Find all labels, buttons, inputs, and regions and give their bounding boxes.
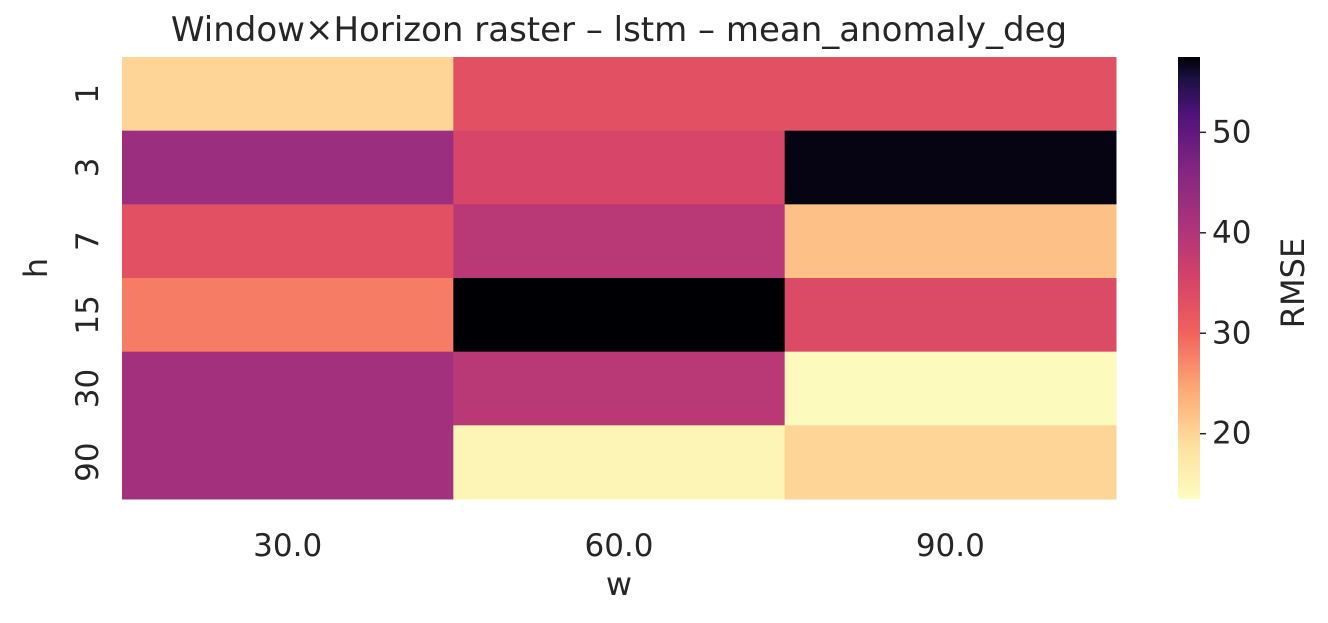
heatmap-cell <box>784 278 1117 353</box>
colorbar-tick-label: 40 <box>1212 215 1251 251</box>
colorbar-tick-label: 20 <box>1212 416 1251 452</box>
heatmap-cell <box>122 278 454 353</box>
heatmap-cell <box>784 204 1117 279</box>
heatmap-cell <box>453 278 786 353</box>
heatmap-cell <box>122 425 454 500</box>
heatmap-cell <box>453 351 786 426</box>
heatmap-cell <box>453 57 786 132</box>
colorbar-ticks: 20 30 40 50 <box>1200 114 1251 452</box>
heatmap-cell <box>784 57 1117 132</box>
heatmap-cell <box>122 204 454 279</box>
y-tick-label: 30 <box>70 369 106 408</box>
y-tick-label: 90 <box>70 442 106 481</box>
heatmap-cell <box>122 57 454 132</box>
y-tick-label: 1 <box>70 84 106 104</box>
heatmap-cell <box>784 130 1117 205</box>
heatmap-cell <box>122 130 454 205</box>
x-axis-label: w <box>605 565 633 603</box>
y-tick-label: 15 <box>70 295 106 334</box>
y-tick-label: 7 <box>70 231 106 251</box>
chart-title: Window×Horizon raster – lstm – mean_anom… <box>170 10 1068 50</box>
colorbar-tick-label: 30 <box>1212 315 1251 351</box>
heatmap-cell <box>453 204 786 279</box>
colorbar-tick-label: 50 <box>1212 114 1251 150</box>
colorbar <box>1178 57 1200 499</box>
y-tick-label: 3 <box>70 158 106 178</box>
heatmap-cell <box>453 130 786 205</box>
x-tick-labels: 30.0 60.0 90.0 <box>253 528 985 564</box>
x-tick-label: 60.0 <box>584 528 653 564</box>
heatmap-cell <box>784 351 1117 426</box>
x-tick-label: 90.0 <box>916 528 985 564</box>
heatmap-cells <box>122 57 1117 500</box>
heatmap-cell <box>122 351 454 426</box>
heatmap-cell <box>784 425 1117 500</box>
y-tick-labels: 1 3 7 15 30 90 <box>70 84 106 482</box>
x-tick-label: 30.0 <box>253 528 322 564</box>
heatmap-cell <box>453 425 786 500</box>
